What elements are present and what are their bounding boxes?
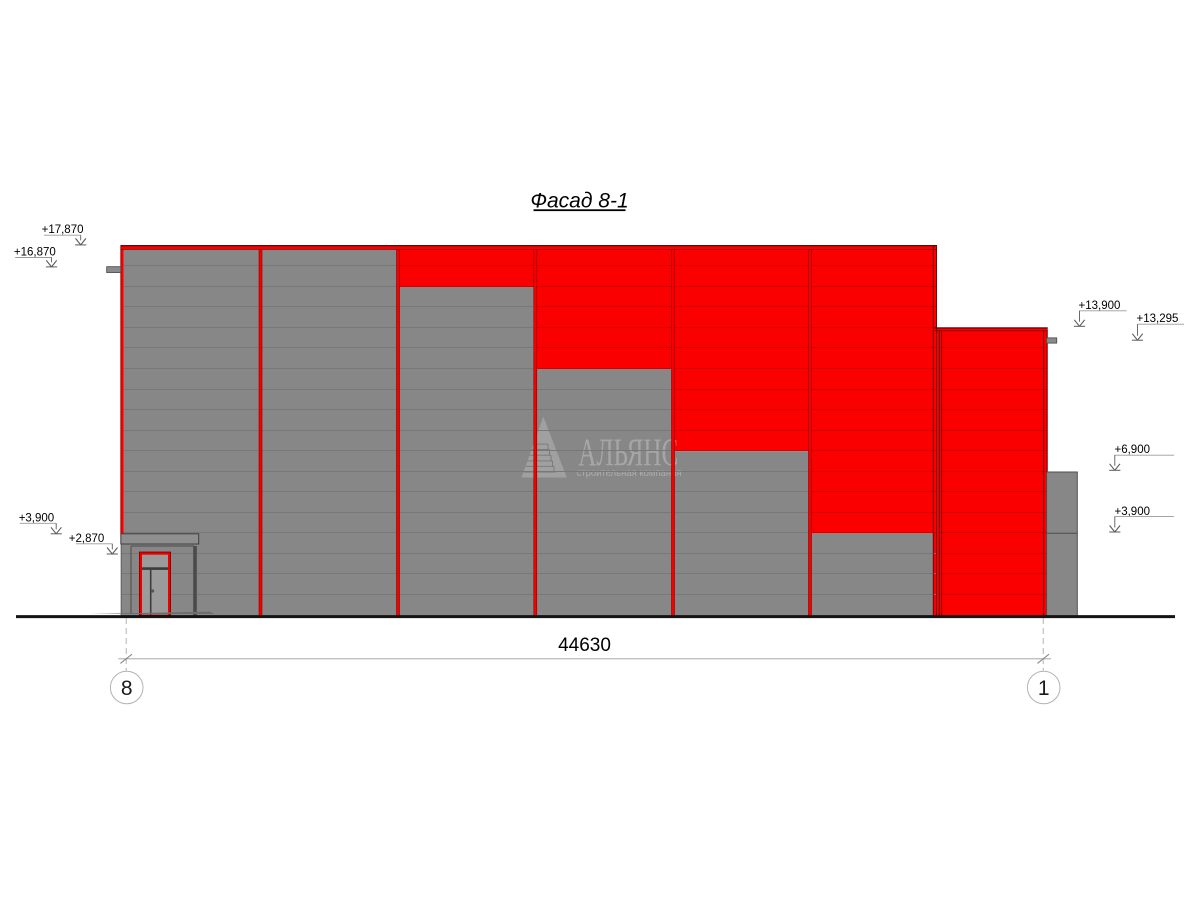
svg-text:+6,900: +6,900 [1115, 444, 1151, 456]
svg-text:+13,900: +13,900 [1079, 300, 1121, 312]
svg-text:1: 1 [1038, 677, 1050, 700]
svg-text:строительная компания: строительная компания [577, 467, 682, 479]
svg-text:8: 8 [121, 677, 133, 700]
svg-text:+3,900: +3,900 [1115, 506, 1151, 518]
svg-text:44630: 44630 [558, 635, 611, 656]
svg-text:+17,870: +17,870 [42, 224, 84, 236]
svg-text:АЛЬЯНС: АЛЬЯНС [578, 431, 678, 474]
svg-text:+13,295: +13,295 [1137, 313, 1179, 325]
svg-text:+16,870: +16,870 [14, 247, 56, 259]
svg-text:+3,900: +3,900 [19, 513, 55, 525]
svg-text:+2,870: +2,870 [69, 533, 105, 545]
svg-text:Фасад 8-1: Фасад 8-1 [530, 190, 628, 213]
